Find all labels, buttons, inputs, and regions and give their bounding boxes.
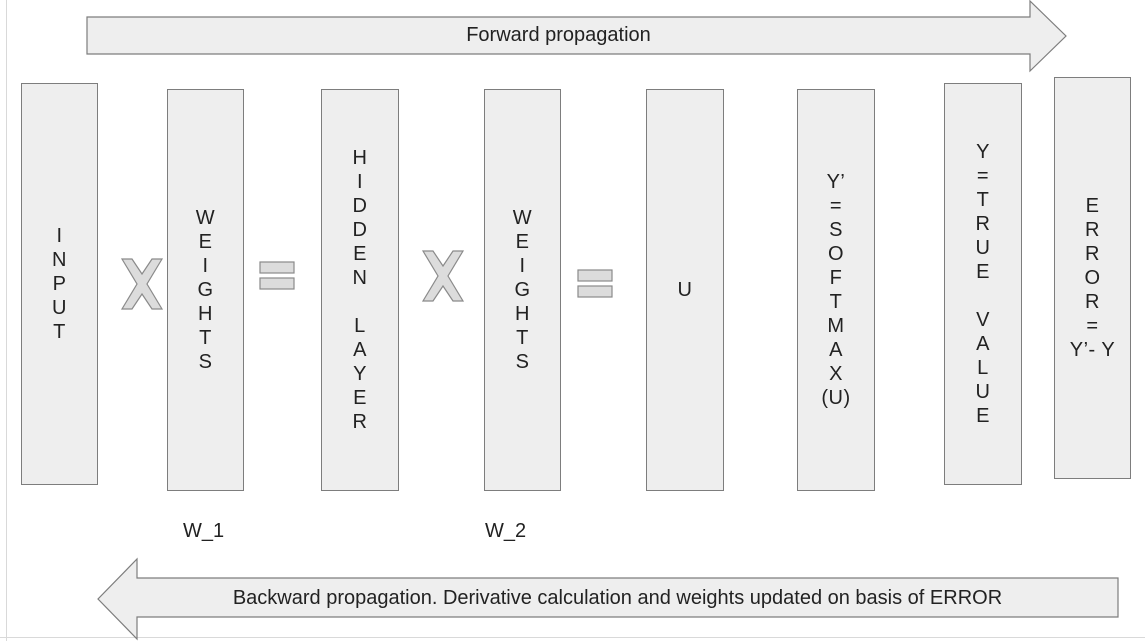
weight-label-w2: W_2 (485, 520, 527, 542)
weights-1-column: W E I G H T S (167, 89, 244, 491)
softmax-column: Y’ = S O F T M A X (U) (797, 89, 875, 491)
true-value-column: Y = T R U E V A L U E (944, 83, 1022, 485)
weight-label-w1: W_1 (183, 520, 225, 542)
softmax-column-text: Y’ = S O F T M A X (U) (821, 171, 851, 409)
multiply-icon (421, 250, 465, 302)
error-column: E R R O R = Y’- Y (1054, 77, 1131, 479)
multiply-icon (120, 258, 164, 310)
weights-2-column-text: W E I G H T S (512, 207, 533, 373)
weights-2-column: W E I G H T S (484, 89, 561, 491)
frame-bottom-edge (0, 637, 1145, 638)
equals-icon (259, 261, 295, 290)
frame-left-edge (6, 0, 7, 641)
input-column-text: I N P U T (52, 225, 67, 343)
error-column-text: E R R O R = Y’- Y (1069, 195, 1116, 361)
equals-icon (577, 269, 613, 298)
hidden-layer-column-text: H I D D E N L A Y E R (352, 147, 368, 433)
u-column: U (646, 89, 724, 491)
input-column: I N P U T (21, 83, 98, 485)
backward-arrow-label: Backward propagation. Derivative calcula… (232, 587, 1003, 609)
weights-1-column-text: W E I G H T S (195, 207, 216, 373)
forward-arrow-label: Forward propagation (466, 24, 651, 46)
hidden-layer-column: H I D D E N L A Y E R (321, 89, 399, 491)
true-value-column-text: Y = T R U E V A L U E (975, 141, 991, 427)
u-column-text: U (677, 279, 693, 301)
